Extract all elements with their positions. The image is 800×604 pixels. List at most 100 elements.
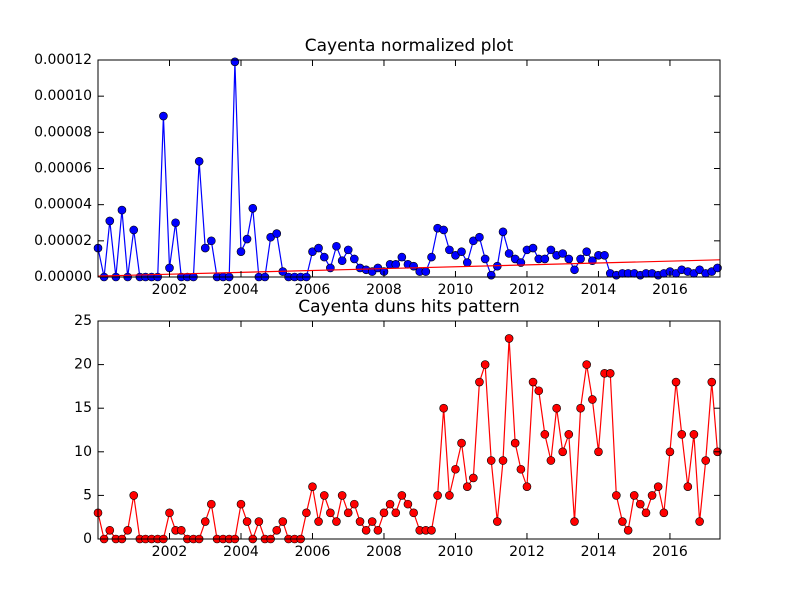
data-point [451, 464, 460, 474]
x-tick-label: 2010 [438, 544, 474, 560]
x-tick-label: 2012 [509, 544, 545, 560]
data-point [653, 482, 663, 491]
data-point [558, 447, 568, 457]
x-tick-label: 2014 [581, 544, 617, 560]
data-point [194, 156, 204, 166]
y-tick-label: 0.00000 [34, 269, 92, 285]
data-point [171, 218, 180, 228]
data-point [409, 508, 418, 518]
data-point [200, 517, 210, 526]
data-point [695, 517, 704, 526]
data-point [343, 245, 353, 255]
data-point [445, 491, 454, 500]
data-point [200, 243, 210, 253]
data-point [469, 473, 478, 483]
data-point [588, 395, 597, 404]
y-tick-label: 0.00002 [34, 233, 92, 249]
data-point [582, 360, 591, 369]
x-tick-label: 2014 [581, 282, 617, 298]
y-tick-label: 0.00010 [34, 88, 92, 104]
data-point [397, 252, 407, 262]
data-point [427, 525, 436, 535]
data-point [207, 236, 216, 246]
data-point [582, 247, 591, 256]
chart-title: Cayenta normalized plot [305, 36, 514, 56]
data-point [350, 254, 359, 264]
data-point [350, 499, 359, 509]
data-point [272, 525, 282, 535]
x-tick-label: 2012 [509, 282, 545, 298]
data-point [242, 517, 252, 526]
data-point [129, 225, 139, 235]
y-tick-label: 10 [74, 444, 92, 460]
plot-frame [97, 320, 721, 540]
data-point [337, 491, 347, 500]
data-point [612, 491, 621, 500]
y-tick-label: 20 [74, 357, 92, 373]
y-tick-label: 15 [74, 400, 92, 416]
data-point [498, 456, 508, 465]
data-point [302, 508, 311, 518]
data-point [105, 216, 115, 226]
data-point [516, 464, 526, 474]
data-point [659, 508, 669, 518]
data-point [373, 525, 383, 535]
data-point [522, 482, 532, 491]
data-point [576, 403, 585, 413]
data-point [379, 508, 389, 518]
data-point [361, 525, 371, 535]
data-point [546, 245, 556, 255]
data-point [540, 430, 550, 439]
data-point [457, 247, 466, 256]
data-point [332, 517, 341, 526]
data-point [480, 360, 490, 369]
data-point [510, 438, 520, 448]
data-point [278, 517, 288, 526]
data-point [570, 517, 579, 526]
data-point [242, 234, 252, 244]
data-point [159, 111, 168, 121]
data-point [486, 456, 496, 465]
data-point [236, 247, 246, 256]
data-point [308, 482, 317, 491]
data-point [427, 252, 436, 262]
y-tick-label: 0.00006 [34, 161, 92, 177]
data-point [391, 260, 401, 269]
data-point [641, 508, 651, 518]
x-tick-label: 2016 [652, 544, 688, 560]
data-point [665, 447, 675, 457]
data-point [564, 254, 574, 264]
data-point [272, 229, 282, 238]
data-point [314, 243, 323, 253]
data-point [558, 249, 568, 258]
x-tick-label: 2016 [652, 282, 688, 298]
data-point [462, 258, 472, 267]
data-point [552, 403, 561, 413]
data-point [123, 525, 132, 535]
y-tick-label: 0 [83, 531, 92, 547]
data-point [504, 334, 514, 343]
y-tick-label: 5 [83, 487, 92, 503]
x-tick-label: 2008 [366, 544, 402, 560]
data-point [319, 491, 329, 500]
data-point [248, 203, 258, 213]
data-point [546, 456, 556, 465]
data-point [618, 517, 627, 526]
data-point [570, 265, 579, 275]
data-point [207, 499, 216, 509]
data-point [445, 245, 454, 255]
data-point [337, 256, 347, 266]
data-point [421, 267, 431, 276]
data-point [355, 517, 365, 526]
data-point [707, 377, 717, 387]
data-point [314, 517, 323, 526]
y-tick-label: 0.00012 [34, 52, 92, 68]
data-point [475, 377, 484, 387]
data-point [534, 386, 544, 396]
data-point [391, 508, 401, 518]
trend-line [97, 259, 721, 277]
data-point [433, 491, 442, 500]
data-point [576, 254, 585, 264]
data-point [385, 499, 395, 509]
